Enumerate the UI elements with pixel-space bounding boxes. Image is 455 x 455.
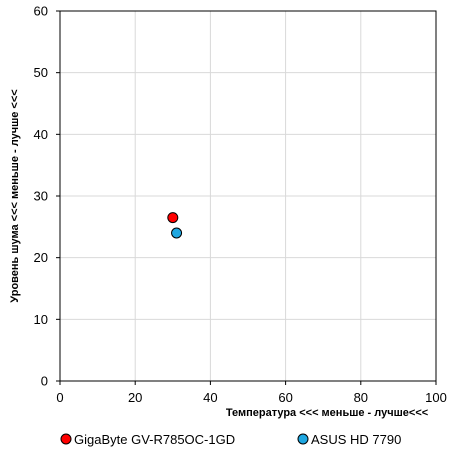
x-tick-label: 20	[128, 390, 142, 405]
legend-label-series-0: GigaByte GV-R785OC-1GD	[74, 432, 235, 447]
x-tick-label: 60	[278, 390, 292, 405]
y-axis-ticks: 0 10 20 30 40 50 60	[34, 4, 60, 389]
x-tick-label: 40	[203, 390, 217, 405]
y-axis-title: Уровень шума <<< меньше - лучше <<<	[9, 89, 21, 302]
legend-marker-series-0	[60, 433, 72, 445]
x-tick-label: 0	[56, 390, 63, 405]
x-tick-label: 100	[425, 390, 447, 405]
y-tick-label: 30	[34, 189, 48, 204]
data-points	[167, 212, 183, 239]
x-tick-label: 80	[354, 390, 368, 405]
y-tick-label: 60	[34, 4, 48, 19]
y-tick-label: 20	[34, 250, 48, 265]
legend: GigaByte GV-R785OC-1GD ASUS HD 7790	[60, 432, 401, 447]
y-tick-label: 50	[34, 65, 48, 80]
data-point-series-1	[171, 227, 183, 239]
legend-label-series-1: ASUS HD 7790	[311, 432, 401, 447]
x-axis-title: Температура <<< меньше - лучше<<<	[226, 407, 428, 419]
data-point-series-0	[167, 212, 179, 224]
y-tick-label: 40	[34, 127, 48, 142]
y-tick-label: 0	[41, 374, 48, 389]
x-axis-ticks: 0 20 40 60 80 100	[56, 381, 447, 405]
grid-lines	[60, 11, 436, 381]
legend-marker-series-1	[297, 433, 309, 445]
y-tick-label: 10	[34, 312, 48, 327]
